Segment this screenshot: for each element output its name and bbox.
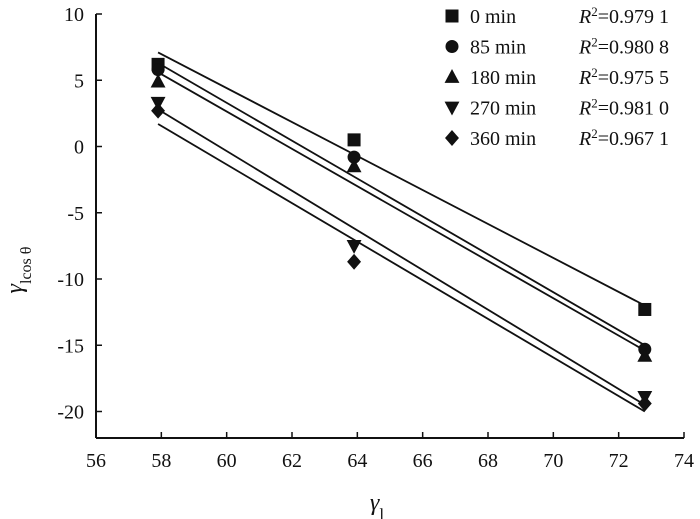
y-tick-label: 0 (74, 137, 84, 159)
legend-r2-letter: R (578, 128, 591, 150)
fit-line-180-min (157, 71, 646, 352)
legend-r2-exponent: 2 (591, 4, 598, 19)
y-axis-label-main: γ (2, 283, 28, 293)
x-tick-label: 60 (217, 450, 237, 472)
data-point-360-min-0 (151, 102, 166, 119)
x-tick-label: 64 (347, 450, 367, 472)
data-point-0-min-2 (638, 302, 652, 316)
legend-label-0-min: 0 min (470, 6, 516, 28)
data-point-270-min-1 (346, 239, 362, 254)
y-axis-label: γlcos θ (2, 247, 35, 294)
x-tick-label: 56 (86, 450, 106, 472)
legend-r2-exponent: 2 (591, 34, 598, 49)
y-tick-label: 5 (74, 70, 84, 92)
fit-line-270-min (157, 108, 646, 406)
legend-marker-360-min (445, 130, 459, 146)
x-tick-label: 62 (282, 450, 302, 472)
y-tick-label: -10 (57, 269, 84, 291)
y-tick-label: 10 (64, 4, 84, 26)
x-axis-label: γl (370, 490, 384, 519)
y-tick-label: -15 (57, 335, 84, 357)
tick-labels: 56 58 60 62 64 66 68 70 72 74 10 5 0 -5 -10 -15 -20 (57, 4, 694, 472)
legend-r2-85-min: R2=0.980 8 (578, 34, 669, 59)
legend-marker-270-min (444, 101, 460, 116)
data-point-180-min-0 (150, 73, 166, 88)
y-tick-label: -5 (67, 203, 84, 225)
legend-r2-360-min: R2=0.967 1 (578, 126, 669, 151)
legend-label-270-min: 270 min (470, 98, 536, 120)
legend-r2-value: =0.975 5 (598, 67, 669, 89)
legend-r2-180-min: R2=0.975 5 (578, 65, 669, 90)
legend-label-360-min: 360 min (470, 128, 536, 150)
legend-r2-exponent: 2 (591, 95, 598, 110)
plot-frame (95, 14, 684, 439)
fit-line-360-min (157, 123, 646, 413)
axis-ticks (95, 13, 685, 438)
legend-r2-letter: R (578, 98, 591, 120)
legend-r2-value: =0.967 1 (598, 128, 669, 150)
legend-r2-270-min: R2=0.981 0 (578, 95, 669, 120)
legend-marker-180-min (444, 69, 460, 83)
legend-r2-letter: R (578, 37, 591, 59)
data-point-360-min-2 (637, 395, 652, 412)
legend-r2-exponent: 2 (591, 65, 598, 80)
legend-marker-85-min (445, 40, 459, 53)
legend-marker-0-min (445, 9, 459, 23)
fit-lines (157, 51, 646, 413)
y-tick-label: -20 (57, 402, 84, 424)
x-tick-label: 74 (674, 450, 694, 472)
y-axis-label-sub: lcos θ (18, 247, 35, 284)
fit-line-0-min (157, 51, 646, 307)
legend-label-180-min: 180 min (470, 67, 536, 89)
data-markers (150, 57, 653, 412)
x-tick-label: 66 (413, 450, 433, 472)
legend-r2-0-min: R2=0.979 1 (578, 4, 669, 29)
legend-label-85-min: 85 min (470, 37, 526, 59)
data-point-0-min-1 (347, 133, 361, 147)
data-point-360-min-1 (347, 253, 362, 270)
x-tick-label: 58 (151, 450, 171, 472)
x-tick-label: 70 (543, 450, 563, 472)
legend-r2-value: =0.980 8 (598, 37, 669, 59)
legend-r2-letter: R (578, 67, 591, 89)
legend-r2-exponent: 2 (591, 126, 598, 141)
legend-r2-value: =0.979 1 (598, 6, 669, 28)
x-tick-label: 68 (478, 450, 498, 472)
legend-r2-letter: R (578, 6, 591, 28)
x-tick-label: 72 (609, 450, 629, 472)
x-axis-label-sub: l (379, 505, 384, 519)
data-point-180-min-1 (346, 158, 362, 173)
legend-r2-value: =0.981 0 (598, 98, 669, 120)
fit-line-85-min (157, 62, 646, 347)
data-point-180-min-2 (637, 347, 653, 362)
x-axis-label-main: γ (370, 490, 380, 516)
